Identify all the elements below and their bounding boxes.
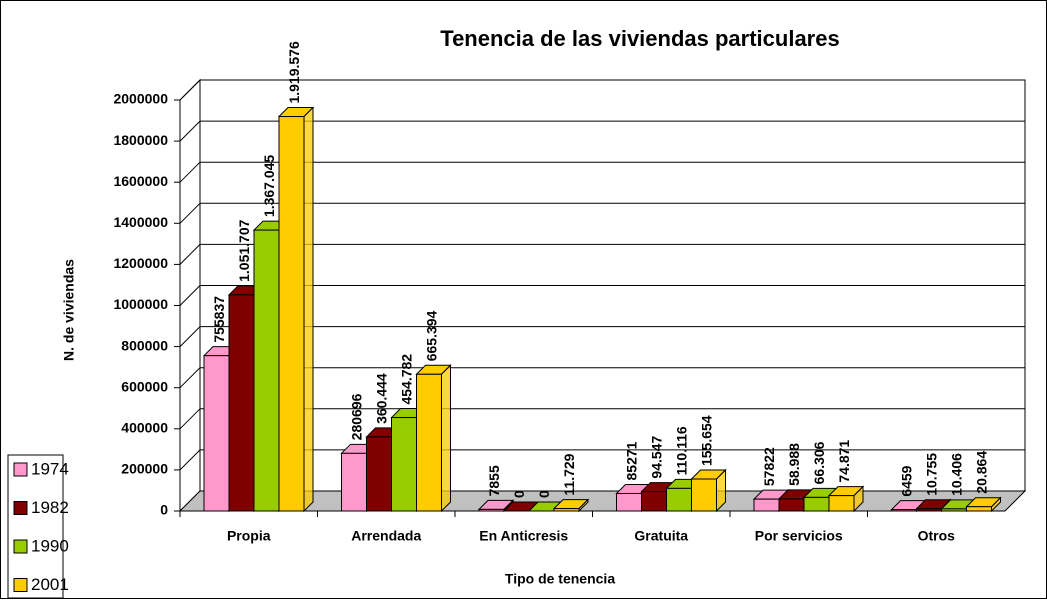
x-axis-label: Tipo de tenencia <box>505 571 615 587</box>
bar <box>228 294 255 512</box>
bar-side <box>441 364 451 513</box>
value-label: 0 <box>536 490 552 498</box>
grid-line <box>179 79 201 101</box>
value-label: 280696 <box>349 393 365 440</box>
grid-line <box>179 161 201 183</box>
grid-line <box>179 202 201 224</box>
value-label: 11.729 <box>561 453 577 495</box>
x-tick-label: Otros <box>918 528 956 544</box>
legend-label: 1990 <box>31 536 69 555</box>
bar <box>828 495 855 512</box>
value-label: 6459 <box>899 465 915 496</box>
y-tick-label: 400000 <box>121 420 168 436</box>
bar <box>803 496 830 512</box>
value-label: 74.871 <box>836 440 852 483</box>
bar <box>966 506 992 512</box>
bar <box>416 373 442 512</box>
y-tick-label: 600000 <box>121 378 168 394</box>
x-tick-label: En Anticresis <box>479 528 568 544</box>
grid-line <box>179 408 201 430</box>
value-label: 85271 <box>624 441 640 480</box>
value-label: 454.782 <box>399 354 415 405</box>
value-label: 7855 <box>486 465 502 496</box>
value-label: 20.864 <box>974 451 990 494</box>
y-axis-label: N. de viviendas <box>61 259 77 361</box>
value-label: 360.444 <box>374 373 390 424</box>
y-tick-label: 200000 <box>121 461 168 477</box>
bar <box>341 452 367 512</box>
legend-swatch <box>13 501 28 515</box>
value-label: 10.406 <box>949 453 965 496</box>
bar <box>366 436 392 512</box>
x-tick-label: Gratuita <box>634 528 688 544</box>
value-label: 755837 <box>211 296 227 343</box>
bar-side <box>303 106 314 513</box>
bar <box>253 229 280 512</box>
y-tick-label: 0 <box>160 502 168 518</box>
grid-line <box>179 449 201 471</box>
value-label: 155.654 <box>699 415 715 466</box>
y-tick-label: 1000000 <box>113 296 168 312</box>
x-tick-label: Por servicios <box>755 528 843 544</box>
value-label: 1.919.576 <box>286 41 302 103</box>
value-label: 66.306 <box>811 441 827 484</box>
legend-label: 1974 <box>31 459 69 478</box>
bar <box>916 508 942 512</box>
y-tick-label: 1200000 <box>113 255 168 271</box>
y-tick-label: 1600000 <box>113 173 168 189</box>
bar <box>478 508 505 512</box>
y-tick-label: 800000 <box>121 337 168 353</box>
value-label: 110.116 <box>674 426 690 475</box>
bar <box>641 491 667 512</box>
grid-line <box>179 120 201 142</box>
y-tick-label: 2000000 <box>113 91 168 107</box>
legend-swatch <box>13 462 28 477</box>
bar <box>891 509 917 512</box>
bar <box>666 487 692 512</box>
bar <box>553 508 580 512</box>
value-label: 665.394 <box>424 310 440 361</box>
value-label: 10.755 <box>924 453 940 496</box>
bar <box>391 417 417 512</box>
grid-line <box>179 326 201 347</box>
grid-line <box>179 244 201 265</box>
bar <box>278 116 305 512</box>
bar <box>941 508 967 512</box>
bar <box>616 492 642 512</box>
bar <box>691 478 717 512</box>
x-tick-label: Arrendada <box>351 528 421 544</box>
legend <box>7 454 64 599</box>
value-label: 1.051.707 <box>236 219 252 281</box>
x-tick-label: Propia <box>227 528 271 544</box>
y-tick-label: 1800000 <box>113 132 168 148</box>
grid-line <box>179 367 201 389</box>
value-label: 94.547 <box>649 436 665 479</box>
value-label: 58.988 <box>786 443 802 486</box>
grid-line <box>179 285 201 306</box>
legend-swatch <box>13 539 28 554</box>
value-label: 1.367.045 <box>261 155 277 217</box>
value-label: 57822 <box>761 447 777 486</box>
bar <box>753 498 780 512</box>
value-label: 0 <box>511 490 527 498</box>
bar <box>203 355 230 512</box>
bar <box>778 498 805 512</box>
y-tick-label: 1400000 <box>113 214 168 230</box>
legend-label: 1982 <box>31 498 69 517</box>
legend-label: 2001 <box>31 575 69 594</box>
chart-title: Tenencia de las viviendas particulares <box>440 26 839 51</box>
legend-swatch <box>13 578 28 592</box>
